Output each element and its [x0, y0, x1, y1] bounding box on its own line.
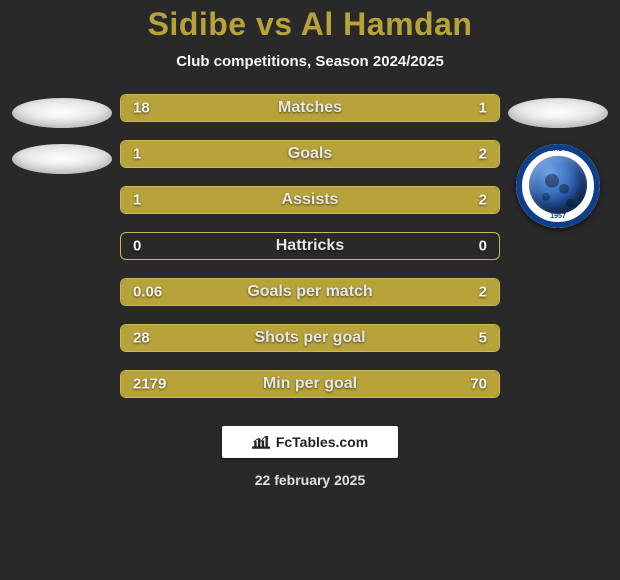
stat-row: Goals per match0.062: [120, 278, 500, 306]
team-badge-placeholder-icon: [12, 98, 112, 128]
alhilal-crest-icon: ALHILAL S. FC 1957: [516, 144, 600, 228]
stat-value-right: 2: [479, 192, 487, 209]
bar-fill-left: [121, 325, 442, 351]
bar-fill-right: [442, 325, 499, 351]
stat-value-right: 2: [479, 284, 487, 301]
right-player-col: ALHILAL S. FC 1957: [504, 94, 612, 228]
stat-row: Hattricks0 0: [120, 232, 500, 260]
bar-fill-right: [132, 279, 499, 305]
stat-row: Goals12: [120, 140, 500, 168]
bar-fill-right: [247, 187, 499, 213]
stat-value-right: 0: [479, 238, 487, 255]
stat-row: Assists12: [120, 186, 500, 214]
watermark-label: FcTables.com: [276, 434, 368, 450]
team-badge-placeholder-icon: [12, 144, 112, 174]
stats-bars: Matches181Goals12Assists12Hattricks00Goa…: [120, 94, 500, 398]
subtitle: Club competitions, Season 2024/2025: [176, 53, 444, 70]
stat-value-left: 1: [133, 146, 141, 163]
stat-label: Hattricks: [121, 237, 499, 255]
left-player-col: [8, 94, 116, 174]
stat-row: Shots per goal285: [120, 324, 500, 352]
container: Sidibe vs Al Hamdan Club competitions, S…: [0, 0, 620, 580]
bar-fill-left: [121, 95, 479, 121]
stat-value-right: 2: [479, 146, 487, 163]
stat-value-right: 1: [479, 100, 487, 117]
bar-fill-right: [247, 141, 499, 167]
bar-fill-left: [121, 279, 132, 305]
stat-value-right: 5: [479, 330, 487, 347]
bar-fill-right: [487, 371, 499, 397]
stat-row: Min per goal217970: [120, 370, 500, 398]
bar-chart-icon: [252, 435, 270, 449]
bar-fill-left: [121, 371, 487, 397]
stats-wrap: Matches181Goals12Assists12Hattricks00Goa…: [0, 94, 620, 398]
stat-value-right: 70: [470, 376, 487, 393]
stat-value-left: 28: [133, 330, 150, 347]
stat-row: Matches181: [120, 94, 500, 122]
fctables-watermark: FcTables.com: [222, 426, 398, 458]
date-label: 22 february 2025: [255, 472, 366, 488]
page-title: Sidibe vs Al Hamdan: [148, 6, 473, 43]
stat-value-left: 1: [133, 192, 141, 209]
stat-value-left: 0.06: [133, 284, 162, 301]
stat-value-left: 0: [133, 238, 141, 255]
stat-value-left: 2179: [133, 376, 166, 393]
stat-value-left: 18: [133, 100, 150, 117]
team-badge-placeholder-icon: [508, 98, 608, 128]
